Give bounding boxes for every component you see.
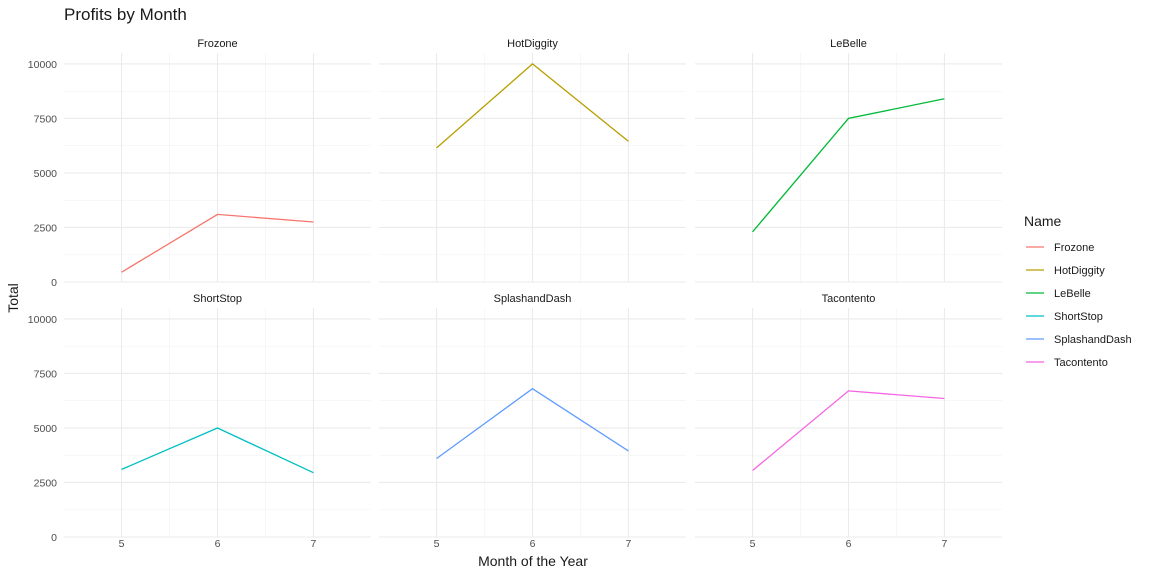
series-line-hotdiggity: [436, 63, 629, 149]
series-line-tacontento: [752, 390, 945, 472]
legend-label: HotDiggity: [1054, 265, 1105, 277]
y-tick-label: 0: [51, 277, 57, 289]
y-tick-label: 5000: [34, 423, 58, 435]
x-tick-label: 5: [750, 538, 756, 550]
series-line-splashanddash: [436, 387, 629, 460]
y-tick-label: 2500: [34, 222, 58, 234]
x-tick-label: 6: [846, 538, 852, 550]
facet-panel-tacontento: Tacontento: [695, 293, 1002, 538]
facet-strip-label: Frozone: [197, 38, 237, 50]
facet-panels: Frozone HotDiggity LeBelle ShortStop Splasha…: [64, 38, 1002, 538]
x-tick-label: 7: [311, 538, 317, 550]
facet-strip-label: ShortStop: [193, 293, 242, 305]
x-axis-title: Month of the Year: [478, 553, 588, 569]
y-tick-label: 0: [51, 532, 57, 544]
y-tick-label: 10000: [28, 314, 57, 326]
legend-item: HotDiggity: [1026, 265, 1105, 277]
y-axis-title: Total: [5, 283, 21, 313]
facet-strip-label: SplashandDash: [494, 293, 572, 305]
series-line-lebelle: [752, 98, 945, 233]
y-tick-label: 7500: [34, 113, 58, 125]
x-tick-label: 5: [119, 538, 125, 550]
facet-panel-lebelle: LeBelle: [695, 38, 1002, 283]
facet-panel-splashanddash: SplashandDash: [379, 293, 686, 538]
legend-label: LeBelle: [1054, 288, 1091, 300]
legend-item: Frozone: [1026, 242, 1094, 254]
facet-strip-label: HotDiggity: [507, 38, 558, 50]
y-tick-label: 2500: [34, 477, 58, 489]
legend-title: Name: [1024, 213, 1062, 229]
facet-panel-frozone: Frozone: [64, 38, 371, 283]
legend-label: ShortStop: [1054, 311, 1103, 323]
legend: Name Frozone HotDiggity LeBelle ShortStop Sp…: [1024, 213, 1132, 369]
x-tick-label: 7: [942, 538, 948, 550]
x-tick-label: 6: [530, 538, 536, 550]
legend-item: Tacontento: [1026, 357, 1108, 369]
x-tick-label: 7: [626, 538, 632, 550]
legend-item: ShortStop: [1026, 311, 1103, 323]
chart-title: Profits by Month: [64, 5, 187, 24]
y-tick-label: 10000: [28, 59, 57, 71]
series-line-shortstop: [121, 427, 314, 474]
legend-label: Frozone: [1054, 242, 1094, 254]
legend-label: SplashandDash: [1054, 334, 1132, 346]
series-line-frozone: [121, 213, 314, 273]
x-tick-label: 5: [434, 538, 440, 550]
legend-item: LeBelle: [1026, 288, 1091, 300]
facet-panel-hotdiggity: HotDiggity: [379, 38, 686, 283]
x-axis-ticks: 5 6 7 5 6 7 5 6 7: [119, 538, 948, 550]
x-tick-label: 6: [215, 538, 221, 550]
facet-strip-label: LeBelle: [830, 38, 867, 50]
y-tick-label: 7500: [34, 368, 58, 380]
facet-panel-shortstop: ShortStop: [64, 293, 371, 538]
y-axis-ticks: 0 2500 5000 7500 10000 0 2500 5000 7500 10000: [28, 59, 57, 544]
facet-strip-label: Tacontento: [822, 293, 876, 305]
y-tick-label: 5000: [34, 168, 58, 180]
legend-item: SplashandDash: [1026, 334, 1132, 346]
legend-label: Tacontento: [1054, 357, 1108, 369]
